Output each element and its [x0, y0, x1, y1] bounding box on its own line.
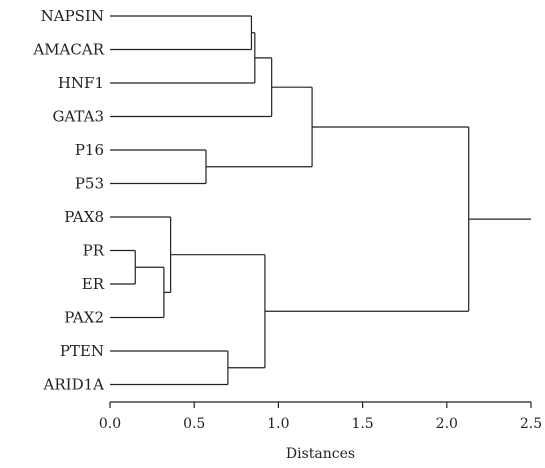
- leaf-label-p53: P53: [75, 175, 104, 193]
- x-tick-label-1: 0.5: [183, 416, 205, 432]
- leaf-label-pax8: PAX8: [64, 208, 104, 226]
- x-tick-label-0: 0.0: [99, 416, 121, 432]
- x-tick-label-2: 1.0: [267, 416, 289, 432]
- x-axis-title: Distances: [286, 446, 355, 462]
- leaf-label-p16: P16: [75, 141, 104, 159]
- x-axis: 0.0 0.5 1.0 1.5 2.0 2.5: [99, 401, 542, 432]
- leaf-label-napsin: NAPSIN: [41, 7, 104, 25]
- leaf-label-pten: PTEN: [60, 342, 104, 360]
- x-tick-label-5: 2.5: [520, 416, 542, 432]
- x-tick-label-4: 2.0: [436, 416, 458, 432]
- leaf-label-er: ER: [82, 275, 105, 293]
- leaf-label-arid1a: ARID1A: [43, 376, 105, 394]
- leaf-label-pax2: PAX2: [64, 309, 104, 327]
- leaf-label-pr: PR: [83, 242, 105, 260]
- x-tick-group: 0.0 0.5 1.0 1.5 2.0 2.5: [99, 402, 542, 432]
- leaf-label-gata3: GATA3: [52, 108, 104, 126]
- leaf-label-amacar: AMACAR: [32, 41, 104, 59]
- branch-group: [110, 15, 531, 386]
- leaf-label-hnf1: HNF1: [58, 74, 104, 92]
- x-tick-label-3: 1.5: [351, 416, 373, 432]
- leaf-label-group: NAPSIN AMACAR HNF1 GATA3 P16 P53 PAX8 PR ER PAX2 P…: [32, 7, 104, 394]
